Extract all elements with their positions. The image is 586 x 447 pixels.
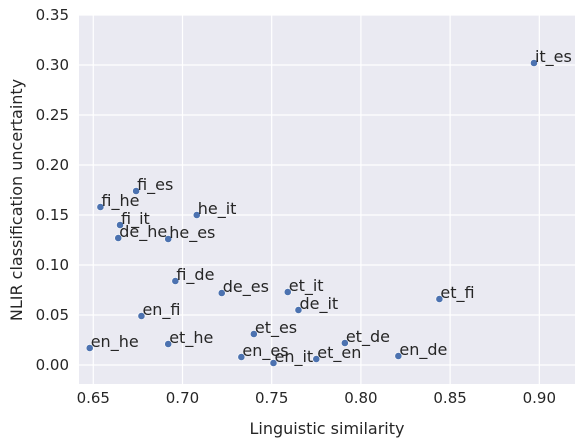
- point-label-fi_es: fi_es: [137, 175, 173, 195]
- point-label-et_de: et_de: [346, 327, 390, 347]
- data-point-de_he: [114, 234, 123, 242]
- data-point-en_es: [237, 353, 246, 361]
- x-tick-label: 0.65: [77, 389, 110, 407]
- y-tick-label: 0.10: [36, 256, 69, 274]
- y-tick-label: 0.25: [36, 106, 69, 124]
- y-axis-label: NLIR classification uncertainty: [7, 79, 26, 321]
- y-tick-label: 0.05: [36, 306, 69, 324]
- point-label-fi_de: fi_de: [176, 265, 214, 285]
- data-point-et_es: [249, 330, 258, 338]
- x-tick-label: 0.80: [344, 389, 377, 407]
- data-point-et_fi: [435, 295, 444, 303]
- data-point-et_it: [283, 288, 292, 296]
- data-point-en_he: [85, 344, 94, 352]
- x-tick-label: 0.75: [255, 389, 288, 407]
- x-tick-label: 0.85: [433, 389, 466, 407]
- point-label-fi_it: fi_it: [121, 209, 150, 229]
- point-label-et_fi: et_fi: [440, 283, 474, 303]
- grid-layer: [79, 14, 575, 384]
- x-tick-label: 0.90: [523, 389, 556, 407]
- plot-background: [79, 15, 575, 384]
- point-label-et_en: et_en: [317, 343, 361, 363]
- data-point-de_es: [217, 289, 226, 297]
- y-tick-label: 0.15: [36, 206, 69, 224]
- data-point-et_en: [312, 355, 321, 363]
- data-point-fi_es: [132, 187, 140, 195]
- point-label-fi_he: fi_he: [101, 191, 139, 211]
- point-label-he_es: he_es: [169, 223, 215, 243]
- data-point-he_es: [164, 235, 173, 243]
- point-layer: [85, 59, 538, 367]
- point-label-en_fi: en_fi: [142, 300, 180, 320]
- data-point-it_es: [530, 59, 538, 67]
- x-axis-label: Linguistic similarity: [249, 419, 404, 438]
- data-point-et_he: [164, 340, 173, 348]
- point-label-en_it: en_it: [274, 347, 313, 367]
- point-label-et_es: et_es: [255, 318, 297, 338]
- data-point-en_it: [269, 359, 278, 367]
- data-point-en_fi: [137, 312, 146, 320]
- data-point-fi_de: [171, 277, 180, 285]
- y-tick-label: 0.35: [36, 6, 69, 24]
- point-label-de_es: de_es: [223, 277, 269, 297]
- point-label-et_it: et_it: [289, 276, 324, 296]
- point-label-he_it: he_it: [198, 199, 237, 219]
- point-label-en_es: en_es: [242, 341, 288, 361]
- y-tick-label: 0.00: [36, 356, 69, 374]
- data-point-he_it: [192, 211, 201, 219]
- point-label-en_de: en_de: [399, 340, 447, 360]
- point-label-en_he: en_he: [91, 332, 139, 352]
- y-tick-label: 0.30: [36, 56, 69, 74]
- x-tick-label: 0.70: [166, 389, 199, 407]
- data-point-de_it: [294, 306, 303, 314]
- point-label-et_he: et_he: [169, 328, 213, 348]
- point-label-de_it: de_it: [299, 294, 338, 314]
- data-point-en_de: [394, 352, 403, 360]
- data-point-et_de: [340, 339, 349, 347]
- point-label-de_he: de_he: [119, 222, 167, 242]
- tick-layer: 0.65 0.70 0.75 0.80 0.85 0.90 0.00 0.05 0.10 0.15…: [36, 6, 556, 407]
- data-point-fi_it: [116, 221, 124, 229]
- data-point-fi_he: [96, 203, 105, 211]
- y-tick-label: 0.20: [36, 156, 69, 174]
- point-label-it_es: it_es: [535, 47, 572, 67]
